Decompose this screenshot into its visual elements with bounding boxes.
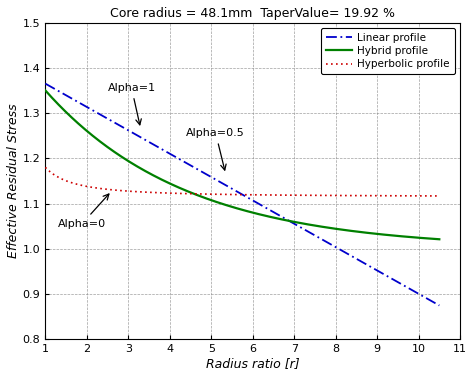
X-axis label: Radius ratio [r]: Radius ratio [r] — [206, 357, 300, 370]
Linear profile — [43, 81, 48, 86]
Linear profile — [112, 121, 118, 125]
Hybrid profile — [43, 88, 48, 93]
Hybrid profile — [144, 170, 149, 174]
Linear profile — [144, 138, 149, 143]
Hyperbolic profile — [339, 193, 345, 198]
Hyperbolic profile — [437, 194, 442, 198]
Line: Hybrid profile: Hybrid profile — [46, 90, 439, 239]
Hyperbolic profile — [306, 193, 311, 198]
Y-axis label: Effective Residual Stress: Effective Residual Stress — [7, 104, 20, 258]
Linear profile — [306, 230, 311, 234]
Hyperbolic profile — [274, 193, 280, 197]
Hyperbolic profile — [144, 190, 149, 195]
Hybrid profile — [112, 150, 118, 155]
Linear profile — [274, 212, 280, 217]
Hybrid profile — [306, 222, 311, 227]
Legend: Linear profile, Hybrid profile, Hyperbolic profile: Linear profile, Hybrid profile, Hyperbol… — [321, 28, 455, 74]
Hybrid profile — [437, 237, 442, 242]
Hybrid profile — [339, 227, 345, 232]
Line: Linear profile: Linear profile — [46, 84, 439, 305]
Text: Alpha=1: Alpha=1 — [108, 83, 155, 125]
Linear profile — [339, 248, 345, 253]
Linear profile — [221, 182, 227, 186]
Hyperbolic profile — [112, 188, 118, 192]
Hyperbolic profile — [221, 192, 227, 197]
Hybrid profile — [221, 202, 227, 207]
Line: Hyperbolic profile: Hyperbolic profile — [46, 167, 439, 196]
Text: Alpha=0: Alpha=0 — [58, 194, 109, 229]
Title: Core radius = 48.1mm  TaperValue= 19.92 %: Core radius = 48.1mm TaperValue= 19.92 % — [110, 7, 395, 20]
Text: Alpha=0.5: Alpha=0.5 — [186, 129, 245, 170]
Linear profile — [437, 303, 442, 308]
Hyperbolic profile — [43, 165, 48, 170]
Hybrid profile — [274, 216, 280, 221]
